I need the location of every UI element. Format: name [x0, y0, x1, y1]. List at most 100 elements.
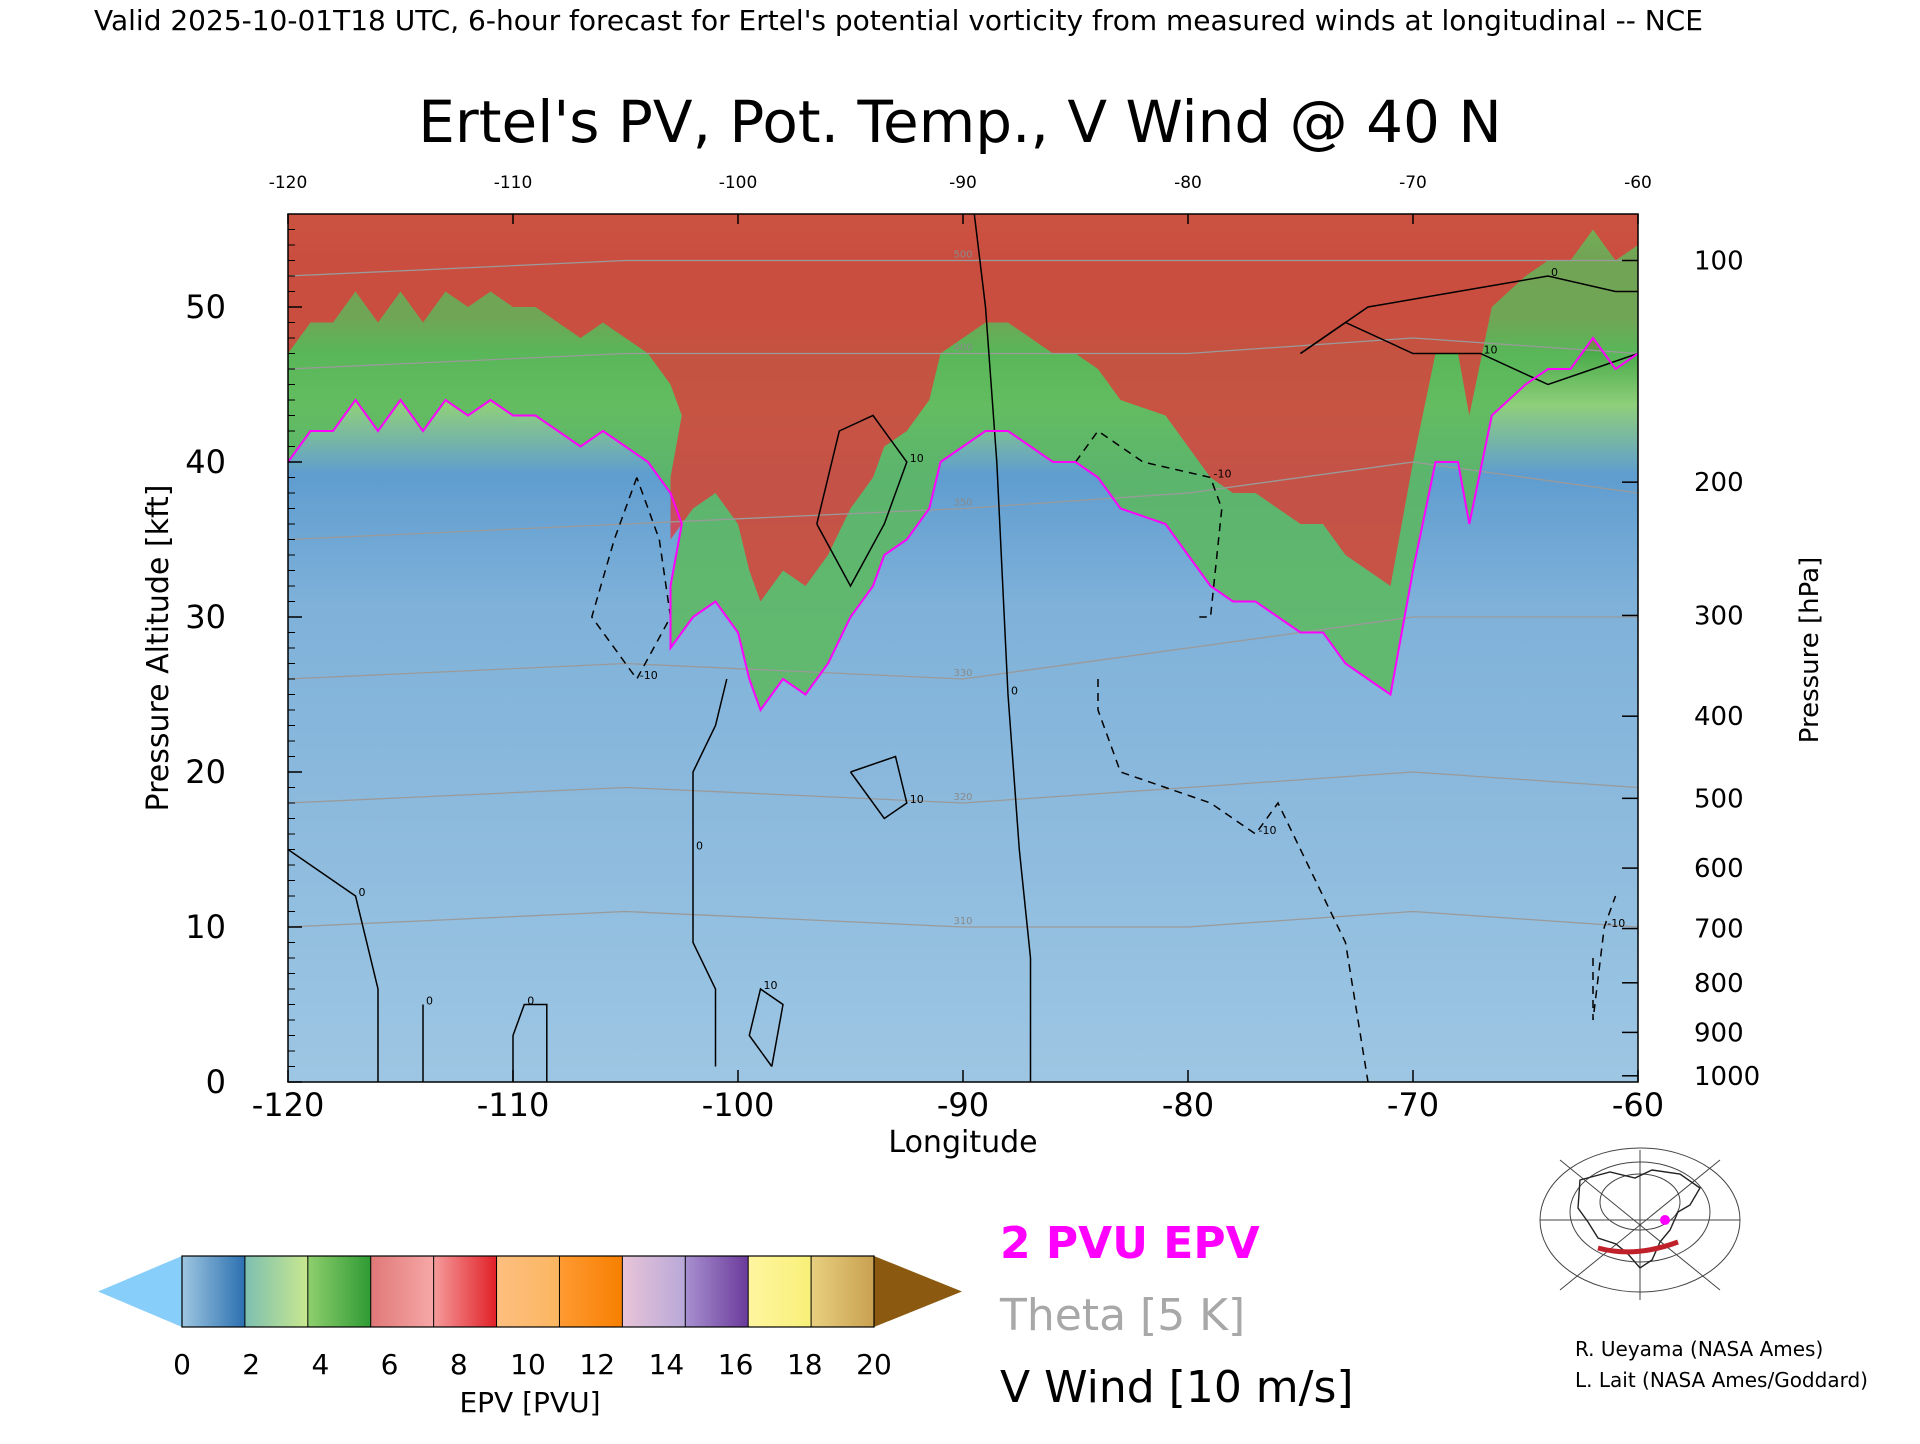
colorbar-segment: [685, 1256, 749, 1327]
v-wind-contour: [1592, 895, 1617, 1021]
theta-contour-label: 320: [953, 792, 972, 803]
colorbar-over-arrow: [874, 1256, 962, 1327]
colorbar-segment: [811, 1256, 875, 1327]
v-wind-contour-label: 10: [764, 979, 778, 992]
locator-marker: [1660, 1215, 1670, 1225]
theta-contour-label: 310: [953, 916, 972, 927]
top-tick-label: -120: [269, 173, 308, 193]
chart-title: Ertel's PV, Pot. Temp., V Wind @ 40 N: [418, 88, 1501, 156]
v-wind-contour: [512, 1003, 548, 1082]
v-wind-contour-label: -10: [1214, 468, 1232, 481]
colorbar-tick-label: 0: [173, 1348, 191, 1381]
top-tick-label: -60: [1624, 173, 1652, 193]
v-wind-contour-label: -10: [1607, 917, 1625, 930]
v-wind-contour: [816, 414, 908, 588]
left-axis: 0 10 20 30 40 50: [185, 229, 302, 1101]
colorbar-tick-label: 14: [649, 1348, 685, 1381]
y-tick-label: 0: [206, 1063, 226, 1101]
theta-contour: [288, 259, 1638, 277]
v-wind-contour: [748, 987, 784, 1067]
theta-contour-label: 330: [953, 668, 972, 679]
v-wind-contours: 0 0 0 0 0 10 -10 -10 -10 -10 10 0 10 10: [288, 214, 1638, 1082]
colorbar-tick-label: 10: [510, 1348, 546, 1381]
locator-map: [1539, 1147, 1741, 1300]
colorbar-tick-label: 4: [311, 1348, 329, 1381]
x-axis-label: Longitude: [888, 1125, 1037, 1160]
locator-continent: [1577, 1169, 1701, 1269]
v-wind-contour: [849, 755, 908, 820]
pressure-tick-label: 500: [1694, 784, 1744, 814]
colorbar-segment: [433, 1256, 498, 1327]
x-tick-label: -90: [937, 1086, 989, 1124]
v-wind-contour-label: 0: [527, 995, 534, 1008]
top-tick-label: -90: [949, 173, 977, 193]
pressure-tick-label: 1000: [1694, 1062, 1760, 1092]
theta-contour: [288, 461, 1638, 541]
header-text: Valid 2025-10-01T18 UTC, 6-hour forecast…: [94, 4, 1703, 37]
colorbar-segment: [496, 1256, 560, 1327]
theta-contour: [288, 616, 1638, 680]
pressure-tick-label: 400: [1694, 702, 1744, 732]
bottom-axis: -120 -110 -100 -90 -80 -70 -60: [252, 1070, 1664, 1124]
colorbar-tick-label: 12: [579, 1348, 615, 1381]
colorbar-tick-label: 18: [787, 1348, 823, 1381]
legend-2pvu: 2 PVU EPV: [1000, 1218, 1260, 1269]
y-tick-label: 40: [185, 443, 226, 481]
v-wind-contour: [1300, 275, 1638, 355]
v-wind-contour: [973, 214, 1032, 1082]
plot-field: 310 320 330 350 400 500 0 0 0 0 0 10 -10 -10 -10 -10 10…: [288, 214, 1638, 1082]
x-tick-label: -80: [1162, 1086, 1214, 1124]
top-tick-label: -70: [1399, 173, 1427, 193]
pressure-tick-label: 200: [1694, 468, 1744, 498]
y-axis-label-left: Pressure Altitude [kft]: [141, 485, 176, 812]
theta-contours: 310 320 330 350 400 500: [288, 250, 1638, 928]
colorbar-segment: [182, 1256, 246, 1327]
y-tick-label: 10: [185, 908, 226, 946]
x-tick-label: -100: [702, 1086, 775, 1124]
v-wind-contour-label: 0: [426, 995, 433, 1008]
legend-theta: Theta [5 K]: [999, 1290, 1245, 1341]
legend-v-wind: V Wind [10 m/s]: [1000, 1362, 1354, 1413]
v-wind-contour-label: 10: [910, 793, 924, 806]
colorbar-segment: [244, 1256, 309, 1327]
y-tick-label: 20: [185, 753, 226, 791]
v-wind-contour-label: 0: [359, 886, 366, 899]
v-wind-contour-label: 0: [696, 840, 703, 853]
pressure-tick-label: 100: [1694, 247, 1744, 277]
theta-contour-label: 400: [953, 343, 972, 354]
theta-contour: [288, 771, 1638, 804]
y-tick-label: 50: [185, 288, 226, 326]
colorbar-label: EPV [PVU]: [459, 1386, 600, 1419]
colorbar-tick-label: 6: [381, 1348, 399, 1381]
top-axis: -120 -110 -100 -90 -80 -70 -60: [269, 173, 1652, 224]
top-tick-label: -80: [1174, 173, 1202, 193]
x-tick-label: -110: [477, 1086, 550, 1124]
pressure-tick-label: 300: [1694, 601, 1744, 631]
right-axis: 100 200 300 400 500 600 700 800 900 1000: [1622, 247, 1760, 1092]
pressure-tick-label: 900: [1694, 1018, 1744, 1048]
pressure-tick-label: 800: [1694, 969, 1744, 999]
pv-2pvu-contour: [288, 336, 1638, 713]
colorbar-segment: [370, 1256, 435, 1327]
v-wind-contour: [288, 848, 379, 1082]
v-wind-contour-label: 10: [1484, 344, 1498, 357]
v-wind-contour: [692, 678, 728, 1067]
theta-contour-label: 350: [953, 498, 972, 509]
x-tick-label: -120: [252, 1086, 325, 1124]
colorbar-tick-label: 20: [856, 1348, 892, 1381]
pv-red-region: [288, 214, 1638, 602]
upper-pv-fill: [288, 214, 1638, 710]
credit-ueyama: R. Ueyama (NASA Ames): [1575, 1337, 1823, 1361]
theta-contour-label: 500: [953, 250, 972, 261]
colorbar-segment: [748, 1256, 812, 1327]
y-axis-label-right: Pressure [hPa]: [1795, 557, 1825, 744]
y-tick-label: 30: [185, 598, 226, 636]
pressure-tick-label: 700: [1694, 915, 1744, 945]
locator-map-frame: [1540, 1150, 1736, 1300]
colorbar-tick-label: 16: [718, 1348, 754, 1381]
pv-2pvu-contour-layer: [288, 336, 1638, 713]
pressure-tick-label: 600: [1694, 854, 1744, 884]
v-wind-contour-label: -10: [1259, 824, 1277, 837]
colorbar-segment: [559, 1256, 623, 1327]
